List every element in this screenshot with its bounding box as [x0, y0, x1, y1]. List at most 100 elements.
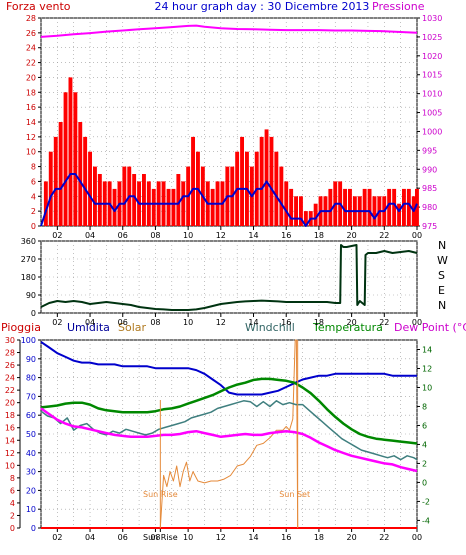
temperature-axis-tick-label: -4: [422, 516, 430, 525]
wind-gust-bar: [88, 151, 92, 226]
chart-title: 24 hour graph day : 30 Dicembre 2013: [155, 0, 370, 13]
windchill-legend: Windchill: [245, 321, 295, 334]
humidity-axis-tick-label: 30: [26, 468, 36, 477]
humidity-line: [40, 341, 417, 396]
wind-axis-title: Forza vento: [6, 0, 71, 13]
wind-axis-tick-label: 28: [26, 14, 36, 23]
direction-axis-tick-label: 0: [31, 309, 36, 318]
wind-gust-bar: [53, 136, 58, 226]
compass-label-w: W: [437, 254, 448, 267]
wind-panel-xtick-label: 22: [379, 231, 389, 240]
temp-panel-xtick-label: 18: [314, 533, 324, 542]
direction-panel-xtick-label: 08: [150, 318, 160, 327]
rain-axis-tick-label: 4: [10, 499, 15, 508]
wind-gust-bar: [343, 188, 347, 226]
temp-panel-xtick-label: 20: [347, 533, 357, 542]
rain-axis-tick-label: 24: [5, 374, 15, 383]
wind-gust-bar: [191, 136, 195, 226]
pressure-axis-tick-label: 1005: [422, 109, 442, 118]
dewpoint-legend: Dew Point (°C): [394, 321, 466, 334]
rain-axis-tick-label: 0: [10, 524, 15, 533]
solar-legend: Solar: [118, 321, 147, 334]
wind-gust-bar: [132, 174, 137, 226]
pressure-axis-tick-label: 1030: [422, 14, 442, 23]
rain-axis-title: Pioggia: [1, 321, 41, 334]
direction-panel-xtick-label: 14: [248, 318, 258, 327]
wind-gust-bar: [48, 151, 53, 226]
wind-panel-xtick-label: 16: [281, 231, 291, 240]
wind-axis-tick-label: 4: [31, 192, 36, 201]
rain-axis-tick-label: 22: [5, 386, 15, 395]
temp-panel-xtick-label: 02: [52, 533, 62, 542]
wind-panel-xtick-label: 02: [52, 231, 62, 240]
wind-gust-bar: [63, 92, 68, 226]
temperature-axis-tick-label: 2: [422, 459, 427, 468]
pressure-axis-tick-label: 975: [422, 222, 437, 231]
pressure-axis-title: Pressione: [372, 0, 425, 13]
wind-gust-bar: [294, 196, 298, 226]
dewpoint-line: [40, 407, 418, 473]
wind-gust-bar: [264, 129, 269, 226]
wind-gust-bar: [43, 181, 48, 226]
pressure-line: [40, 24, 418, 38]
rain-axis-tick-label: 2: [10, 511, 15, 520]
wind-gust-bar: [367, 188, 372, 226]
wind-gust-bar: [78, 122, 83, 226]
wind-axis-tick-label: 22: [26, 59, 36, 68]
compass-label-n-top: N: [438, 239, 446, 252]
wind-average-line: [40, 173, 418, 227]
direction-axis-tick-label: 360: [21, 237, 36, 246]
humidity-axis-tick-label: 40: [26, 449, 36, 458]
wind-gust-bar: [176, 174, 181, 226]
pressure-axis-tick-label: 1025: [422, 33, 442, 42]
wind-gust-bar: [303, 211, 308, 226]
pressure-axis-tick-label: 995: [422, 146, 437, 155]
temperature-axis-tick-label: 14: [422, 345, 432, 354]
wind-panel-xtick-label: 08: [150, 231, 160, 240]
wind-gust-bar: [122, 166, 127, 226]
direction-panel-xtick-label: 02: [52, 318, 62, 327]
direction-axis-tick-label: 180: [21, 273, 36, 282]
wind-axis-tick-label: 12: [26, 133, 36, 142]
direction-panel-xtick-label: 16: [281, 318, 291, 327]
wind-gust-bar: [372, 196, 377, 226]
wind-direction-line: [40, 244, 418, 311]
compass-label-n-bottom: N: [438, 299, 446, 312]
pressure-axis-tick-label: 1015: [422, 71, 442, 80]
humidity-axis-tick-label: 100: [21, 336, 36, 345]
humidity-axis-tick-label: 70: [26, 392, 36, 401]
temp-panel-xtick-label: 22: [379, 533, 389, 542]
wind-gust-bar: [279, 166, 284, 226]
wind-gust-bar: [284, 181, 289, 226]
temperature-axis-tick-label: 4: [422, 440, 427, 449]
wind-axis-tick-label: 14: [26, 118, 36, 127]
wind-axis-tick-label: 24: [26, 44, 36, 53]
direction-panel-xtick-label: 22: [379, 318, 389, 327]
temperature-line: [40, 377, 418, 445]
direction-panel-xtick-label: 00: [412, 318, 422, 327]
wind-gust-bar: [97, 174, 102, 226]
temp-panel-xtick-label: 16: [281, 533, 291, 542]
direction-panel-xtick-label: 06: [118, 318, 128, 327]
wind-gust-bar: [259, 136, 264, 226]
temp-panel-xtick-label: 06: [118, 533, 128, 542]
direction-panel-xtick-label: 04: [85, 318, 95, 327]
wind-gust-bar: [406, 188, 411, 226]
rain-axis-tick-label: 28: [5, 349, 15, 358]
wind-panel-xtick-label: 04: [85, 231, 95, 240]
direction-axis-tick-label: 270: [21, 255, 36, 264]
temperature-axis-tick-label: 10: [422, 383, 432, 392]
compass-label-e: E: [438, 284, 445, 297]
humidity-axis-tick-label: 10: [26, 505, 36, 514]
pressure-axis-tick-label: 980: [422, 203, 437, 212]
wind-gust-bar: [415, 188, 419, 226]
temp-panel-xtick-label: 04: [85, 533, 95, 542]
wind-gust-bar: [58, 122, 63, 226]
wind-gust-bar: [402, 188, 406, 226]
wind-gust-bar: [299, 196, 303, 226]
wind-gust-bar: [142, 174, 146, 226]
humidity-axis-tick-label: 80: [26, 374, 36, 383]
temp-panel-xtick-label: 10: [183, 533, 193, 542]
